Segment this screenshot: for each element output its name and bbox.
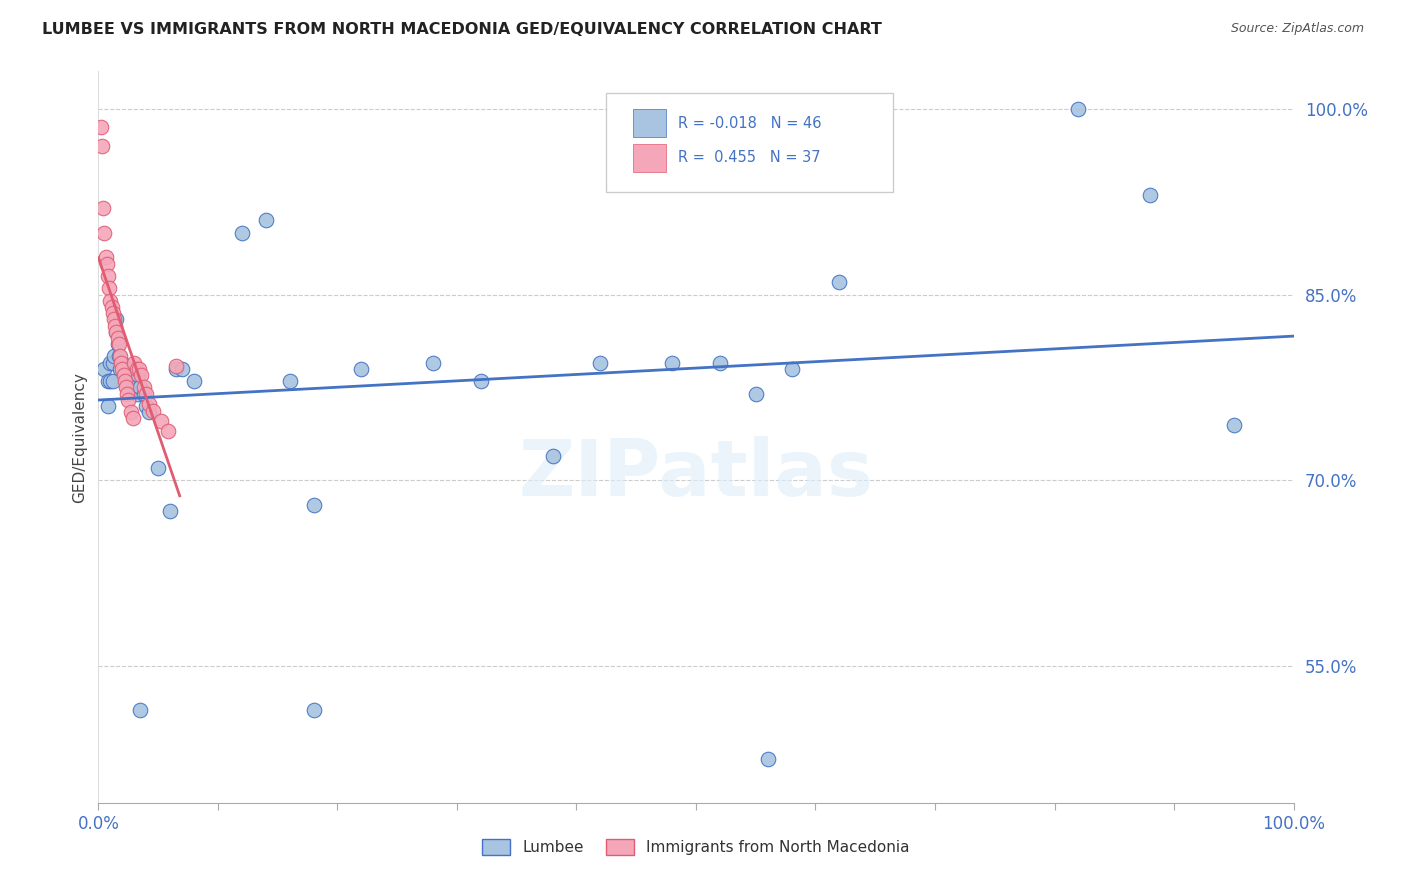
Point: [131, 368, 153, 383]
Y-axis label: GED/Equivalency: GED/Equivalency: [72, 372, 87, 502]
Text: LUMBEE VS IMMIGRANTS FROM NORTH MACEDONIA GED/EQUIVALENCY CORRELATION CHART: LUMBEE VS IMMIGRANTS FROM NORTH MACEDONI…: [42, 22, 882, 37]
Point: [111, 362, 134, 376]
Point: [117, 392, 139, 407]
Point: [132, 380, 155, 394]
Point: [107, 350, 129, 364]
Point: [254, 213, 277, 227]
Point: [97, 268, 120, 283]
Point: [142, 404, 165, 418]
Point: [104, 318, 127, 333]
Point: [470, 374, 492, 388]
Point: [91, 138, 114, 153]
Point: [117, 362, 139, 376]
Point: [98, 293, 122, 308]
Point: [129, 703, 152, 717]
Point: [101, 306, 124, 320]
Point: [135, 399, 157, 413]
Point: [97, 399, 120, 413]
Point: [165, 362, 187, 376]
Point: [156, 424, 179, 438]
Point: [1067, 102, 1090, 116]
Point: [93, 226, 115, 240]
Point: [111, 356, 134, 370]
Point: [108, 362, 131, 376]
Point: [115, 380, 138, 394]
Point: [422, 356, 444, 370]
Point: [103, 350, 125, 364]
Legend: Lumbee, Immigrants from North Macedonia: Lumbee, Immigrants from North Macedonia: [477, 833, 915, 861]
Point: [350, 362, 373, 376]
Point: [96, 256, 118, 270]
Point: [128, 362, 150, 376]
Point: [1139, 188, 1161, 202]
Point: [124, 380, 146, 394]
Point: [138, 396, 160, 410]
Point: [114, 368, 136, 383]
Point: [138, 405, 160, 419]
Point: [148, 461, 170, 475]
Text: R =  0.455   N = 37: R = 0.455 N = 37: [678, 150, 821, 165]
Point: [172, 362, 194, 376]
Point: [105, 312, 128, 326]
Point: [101, 356, 124, 370]
Point: [132, 386, 155, 401]
Point: [100, 300, 122, 314]
Point: [127, 368, 149, 383]
Point: [1223, 417, 1246, 432]
Point: [124, 356, 146, 370]
Point: [780, 362, 803, 376]
Point: [745, 386, 768, 401]
Point: [756, 752, 779, 766]
Point: [541, 449, 564, 463]
Point: [121, 374, 143, 388]
Point: [135, 386, 157, 401]
Point: [709, 356, 731, 370]
Point: [107, 337, 129, 351]
Point: [90, 120, 112, 135]
Point: [98, 281, 121, 295]
Point: [112, 368, 135, 383]
Point: [93, 362, 115, 376]
Point: [105, 325, 128, 339]
Point: [661, 356, 683, 370]
Point: [828, 275, 851, 289]
Point: [165, 359, 187, 374]
Point: [101, 374, 124, 388]
Point: [125, 362, 148, 376]
Point: [231, 226, 253, 240]
Point: [120, 405, 142, 419]
Text: Source: ZipAtlas.com: Source: ZipAtlas.com: [1230, 22, 1364, 36]
Point: [278, 374, 301, 388]
Point: [129, 380, 152, 394]
Point: [107, 337, 129, 351]
FancyBboxPatch shape: [633, 110, 666, 137]
Text: R = -0.018   N = 46: R = -0.018 N = 46: [678, 116, 821, 131]
FancyBboxPatch shape: [606, 94, 893, 192]
Point: [107, 331, 129, 345]
Point: [108, 350, 131, 364]
Point: [114, 374, 136, 388]
Point: [302, 703, 325, 717]
Point: [94, 250, 117, 264]
Point: [125, 386, 148, 401]
FancyBboxPatch shape: [633, 144, 666, 171]
Point: [589, 356, 612, 370]
Point: [183, 374, 205, 388]
Point: [91, 201, 114, 215]
Point: [159, 504, 181, 518]
Point: [98, 356, 122, 370]
Point: [98, 374, 122, 388]
Point: [110, 356, 132, 370]
Point: [149, 414, 172, 428]
Text: ZIPatlas: ZIPatlas: [519, 435, 873, 512]
Point: [122, 411, 145, 425]
Point: [115, 386, 138, 401]
Point: [103, 312, 125, 326]
Point: [302, 498, 325, 512]
Point: [97, 374, 120, 388]
Point: [105, 325, 128, 339]
